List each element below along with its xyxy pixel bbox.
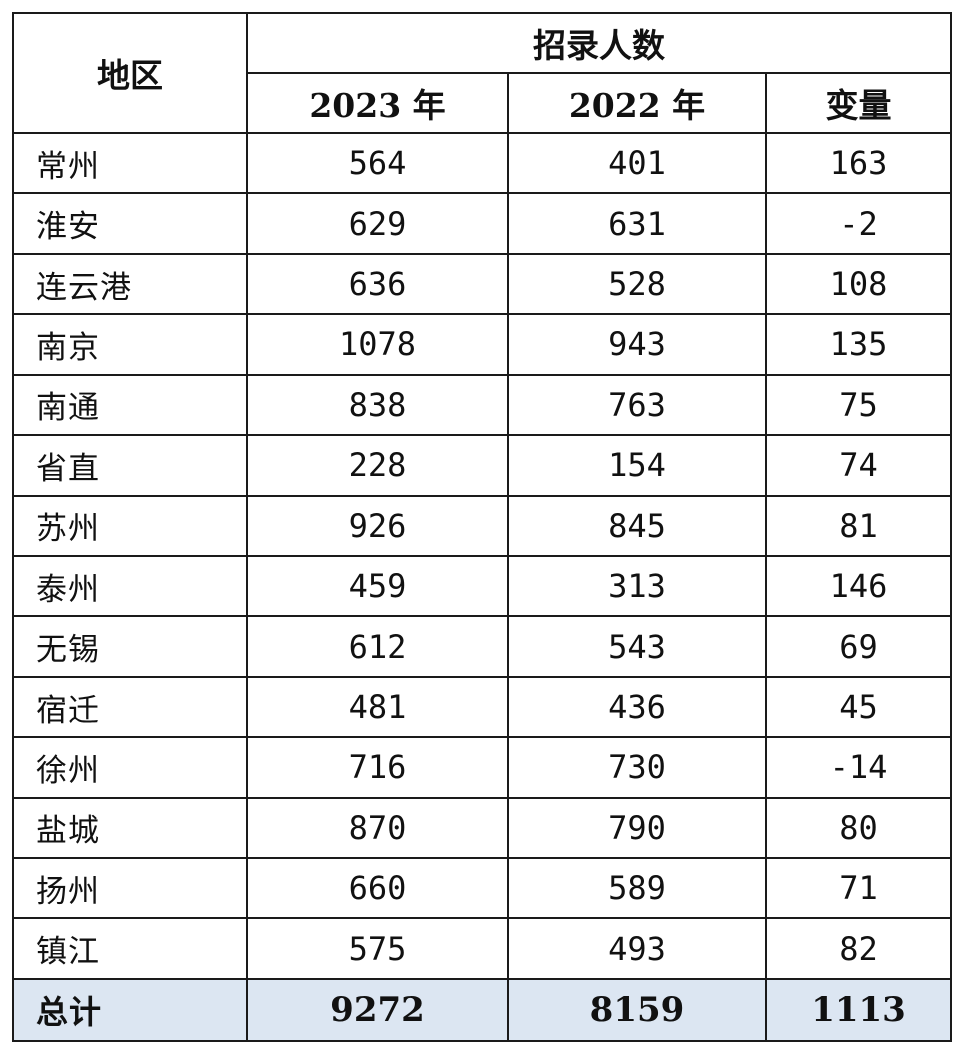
header-row-group: 地区 招录人数 — [12, 12, 953, 134]
value-2023-cell: 228 — [246, 434, 509, 497]
table-row: 苏州 926 845 81 — [12, 494, 953, 557]
value-2023-cell: 1078 — [246, 313, 509, 376]
value-2023-cell: 481 — [246, 675, 509, 739]
table-row: 无锡 612 543 69 — [12, 615, 953, 678]
table-row: 镇江 575 493 82 — [12, 917, 953, 980]
table-body: 常州 564 401 163 淮安 629 631 -2 连云港 636 528 108 南京 1078 9… — [12, 131, 953, 980]
table-row: 扬州 660 589 71 — [12, 857, 953, 920]
table-row: 泰州 459 313 146 — [12, 554, 953, 618]
value-2023-cell: 575 — [246, 917, 509, 980]
value-2023-cell: 926 — [246, 494, 509, 557]
change-cell: 80 — [764, 796, 953, 860]
value-2023-cell: 716 — [246, 736, 509, 799]
value-2022-cell: 589 — [507, 857, 767, 920]
change-cell: 82 — [764, 917, 953, 980]
value-2022-cell: 436 — [507, 675, 767, 739]
change-cell: 74 — [764, 434, 953, 497]
change-cell: -14 — [764, 736, 953, 799]
total-row: 总计 9272 8159 1113 — [12, 978, 953, 1042]
region-cell: 盐城 — [12, 796, 248, 860]
table-row: 南京 1078 943 135 — [12, 313, 953, 376]
region-cell: 南通 — [12, 373, 248, 437]
header-row-columns: 2023 年 2022 年 变量 — [13, 72, 953, 134]
table-row: 省直 228 154 74 — [12, 434, 953, 497]
value-2022-cell: 313 — [507, 554, 767, 618]
region-cell: 镇江 — [12, 917, 248, 980]
recruitment-count-group-header: 招录人数 — [245, 12, 953, 74]
region-cell: 南京 — [12, 313, 248, 376]
table-row: 连云港 636 528 108 — [12, 252, 953, 316]
year-2023-column-header: 2023 年 — [246, 72, 509, 134]
recruitment-table: 地区 招录人数 2023 年 2022 年 变量 常州 564 401 163 淮安 62… — [12, 12, 953, 1042]
value-2023-cell: 612 — [246, 615, 509, 678]
value-2023-cell: 629 — [246, 192, 509, 255]
value-2022-cell: 730 — [507, 736, 767, 799]
value-2023-cell: 564 — [246, 131, 509, 195]
table-header: 地区 招录人数 2023 年 2022 年 变量 — [12, 12, 953, 134]
table-row: 淮安 629 631 -2 — [12, 192, 953, 255]
region-cell: 扬州 — [12, 857, 248, 920]
change-cell: 163 — [764, 131, 953, 195]
value-2023-cell: 459 — [246, 554, 509, 618]
value-2023-cell: 636 — [246, 252, 509, 316]
value-2022-cell: 845 — [507, 494, 767, 557]
value-2022-cell: 528 — [507, 252, 767, 316]
region-cell: 省直 — [12, 434, 248, 497]
value-2023-cell: 838 — [246, 373, 509, 437]
table-row: 南通 838 763 75 — [12, 373, 953, 437]
total-change: 1113 — [764, 978, 953, 1042]
change-cell: 135 — [764, 313, 953, 376]
value-2022-cell: 763 — [507, 373, 767, 437]
value-2022-cell: 790 — [507, 796, 767, 860]
region-cell: 泰州 — [12, 554, 248, 618]
region-cell: 苏州 — [12, 494, 248, 557]
region-cell: 宿迁 — [12, 675, 248, 739]
change-cell: -2 — [764, 192, 953, 255]
region-cell: 淮安 — [12, 192, 248, 255]
table-row: 常州 564 401 163 — [12, 131, 953, 195]
value-2022-cell: 154 — [507, 434, 767, 497]
change-cell: 45 — [764, 675, 953, 739]
year-2022-column-header: 2022 年 — [507, 72, 767, 134]
value-2023-cell: 870 — [246, 796, 509, 860]
region-cell: 无锡 — [12, 615, 248, 678]
change-cell: 69 — [764, 615, 953, 678]
table-row: 宿迁 481 436 45 — [12, 675, 953, 739]
value-2022-cell: 493 — [507, 917, 767, 980]
change-cell: 71 — [764, 857, 953, 920]
value-2022-cell: 631 — [507, 192, 767, 255]
table-row: 盐城 870 790 80 — [12, 796, 953, 860]
change-cell: 75 — [764, 373, 953, 437]
value-2022-cell: 943 — [507, 313, 767, 376]
region-cell: 连云港 — [12, 252, 248, 316]
total-2023: 9272 — [246, 978, 509, 1042]
value-2022-cell: 543 — [507, 615, 767, 678]
total-label: 总计 — [12, 978, 248, 1042]
change-cell: 108 — [764, 252, 953, 316]
region-column-header: 地区 — [12, 12, 248, 134]
table-row: 徐州 716 730 -14 — [12, 736, 953, 799]
table-footer: 总计 9272 8159 1113 — [12, 978, 953, 1042]
change-cell: 81 — [764, 494, 953, 557]
value-2022-cell: 401 — [507, 131, 767, 195]
value-2023-cell: 660 — [246, 857, 509, 920]
region-cell: 常州 — [12, 131, 248, 195]
change-cell: 146 — [764, 554, 953, 618]
region-cell: 徐州 — [12, 736, 248, 799]
total-2022: 8159 — [507, 978, 767, 1042]
recruitment-table-container: 地区 招录人数 2023 年 2022 年 变量 常州 564 401 163 淮安 62… — [12, 12, 953, 1042]
change-column-header: 变量 — [764, 72, 953, 134]
